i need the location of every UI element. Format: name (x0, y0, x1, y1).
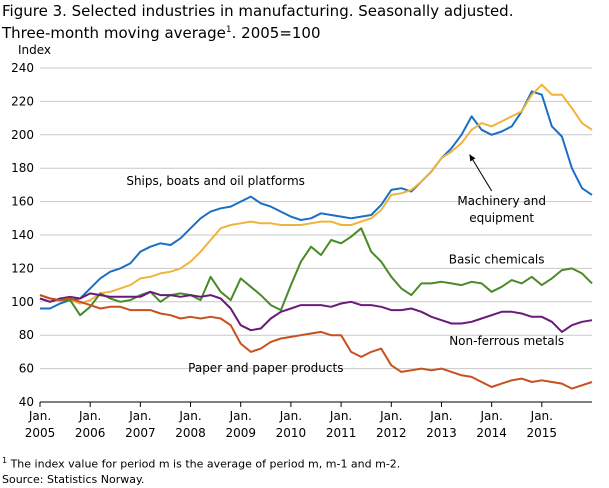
y-tick-label: 160 (11, 195, 34, 209)
x-tick-year: 2014 (476, 426, 507, 440)
footnote-text: 1 The index value for period m is the av… (2, 456, 401, 471)
x-tick-year: 2015 (527, 426, 558, 440)
annotation-arrow (469, 154, 493, 192)
x-tick-year: 2010 (276, 426, 307, 440)
x-tick-label: Jan. (128, 409, 151, 423)
x-axis: Jan. 2005 Jan. 2006 Jan. 2007 Jan. 2008 Jan. 2009… (25, 401, 592, 440)
x-tick-label: Jan. (28, 409, 51, 423)
y-tick-label: 40 (19, 395, 34, 409)
y-axis-title: Index (18, 43, 51, 57)
y-axis-labels: 40 60 80 100 120 140 160 180 200 220 240 (11, 61, 34, 409)
x-tick-label: Jan. (429, 409, 452, 423)
x-tick-year: 2011 (326, 426, 357, 440)
x-tick-year: 2012 (376, 426, 407, 440)
series-label: Ships, boats and oil platforms (126, 174, 305, 188)
y-tick-label: 100 (11, 295, 34, 309)
y-tick-label: 140 (11, 228, 34, 242)
x-tick-label: Jan. (279, 409, 302, 423)
y-tick-label: 180 (11, 161, 34, 175)
title-line-1: Figure 3. Selected industries in manufac… (2, 2, 514, 20)
annotation-arrowhead (469, 154, 476, 162)
x-tick-label: Jan. (329, 409, 352, 423)
x-tick-label: Jan. (178, 409, 201, 423)
x-tick-year: 2008 (175, 426, 206, 440)
chart-title: Figure 3. Selected industries in manufac… (2, 2, 513, 43)
series-line-2 (39, 227, 593, 317)
x-tick-year: 2007 (125, 426, 156, 440)
x-tick-year: 2005 (25, 426, 56, 440)
x-tick-label: Jan. (379, 409, 402, 423)
series-line-1 (39, 83, 593, 305)
x-tick-year: 2006 (75, 426, 106, 440)
x-tick-year: 2009 (225, 426, 256, 440)
x-tick-label: Jan. (229, 409, 252, 423)
series-line-3 (39, 290, 593, 333)
series-label: Paper and paper products (188, 361, 343, 375)
series-line-4 (39, 294, 593, 390)
series-label: Non-ferrous metals (449, 334, 564, 348)
x-tick-label: Jan. (479, 409, 502, 423)
series-label: equipment (469, 211, 534, 225)
annotations: Ships, boats and oil platforms Machinery … (126, 154, 564, 375)
y-tick-label: 60 (19, 362, 34, 376)
title-line-2: Three-month moving average1. 2005=100 (2, 24, 321, 42)
x-tick-label: Jan. (530, 409, 553, 423)
source-text: Source: Statistics Norway. (2, 472, 145, 486)
y-tick-label: 200 (11, 128, 34, 142)
series-line-0 (40, 90, 593, 310)
series-label: Machinery and (457, 194, 546, 208)
y-tick-label: 80 (19, 328, 34, 342)
x-tick-year: 2013 (426, 426, 457, 440)
x-tick-label: Jan. (78, 409, 101, 423)
y-tick-label: 120 (11, 261, 34, 275)
y-tick-label: 220 (11, 94, 34, 108)
series-lines (39, 83, 593, 390)
y-tick-label: 240 (11, 61, 34, 75)
footnote: 1 The index value for period m is the av… (2, 453, 400, 487)
series-label: Basic chemicals (449, 252, 545, 266)
